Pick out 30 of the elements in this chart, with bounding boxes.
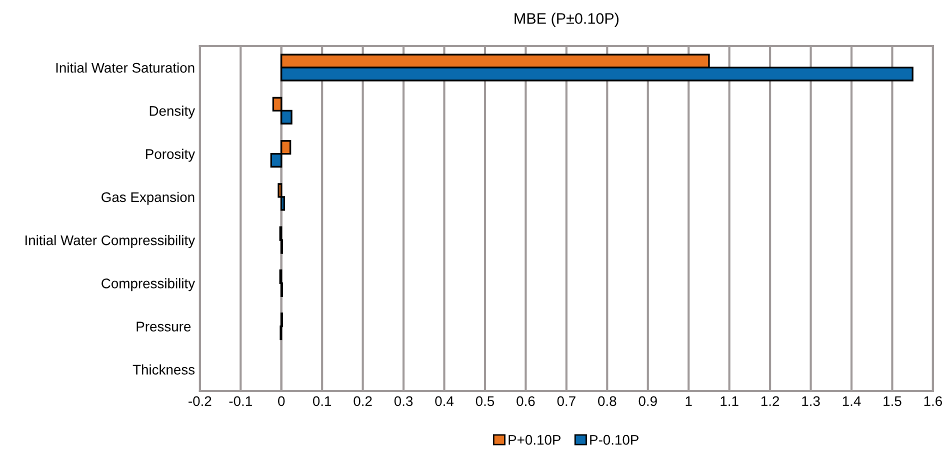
- x-tick-label: 0.8: [598, 396, 616, 406]
- x-tick-label: 0.5: [476, 396, 494, 406]
- legend-label: P-0.10P: [590, 434, 638, 445]
- x-tick-label: 1: [686, 396, 692, 406]
- x-tick-label: 1.5: [884, 396, 902, 406]
- y-tick-label: Density: [150, 106, 196, 119]
- x-tick-label: 0.4: [435, 396, 454, 406]
- x-tick-label: 0.3: [394, 396, 413, 406]
- x-tick-label: 0.7: [557, 396, 576, 406]
- x-tick-label: 1.3: [802, 396, 820, 406]
- x-tick-label: 0.9: [638, 396, 657, 406]
- x-tick-label: 1.2: [761, 396, 780, 406]
- y-tick-label: Thickness: [132, 364, 195, 375]
- y-tick-label: Porosity: [146, 148, 196, 162]
- legend-label: P+0.10P: [508, 434, 561, 445]
- x-tick-label: -0.1: [229, 396, 252, 406]
- x-tick-label: 0.1: [312, 396, 332, 406]
- x-tick-label: 0.2: [354, 396, 372, 406]
- x-tick-label: 1.4: [842, 396, 861, 406]
- y-tick-label: Gas Expansion: [102, 192, 194, 205]
- y-tick-label: Pressure: [136, 322, 191, 332]
- y-tick-label: Initial Water Saturation: [56, 62, 194, 73]
- x-tick-label: 1.6: [924, 396, 942, 406]
- chart-title: MBE (P±0.10P): [514, 12, 619, 27]
- x-tick-label: 0.6: [516, 396, 535, 406]
- x-tick-label: -0.2: [188, 396, 212, 406]
- y-tick-label: Initial Water Compressibility: [26, 235, 196, 248]
- x-tick-label: 0: [278, 396, 285, 406]
- y-tick-label: Compressibility: [102, 278, 196, 292]
- x-tick-label: 1.1: [720, 396, 738, 406]
